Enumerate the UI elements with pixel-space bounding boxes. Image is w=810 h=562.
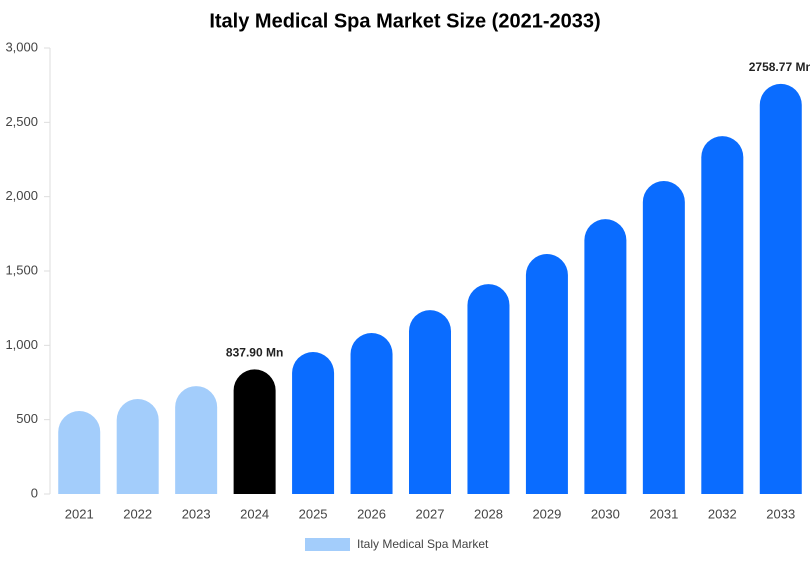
bar <box>467 284 510 494</box>
x-tick-label: 2026 <box>357 506 386 521</box>
bar <box>584 219 627 494</box>
y-tick-label: 500 <box>16 411 38 426</box>
bar <box>759 83 802 495</box>
x-tick-label: 2031 <box>649 506 678 521</box>
legend-label: Italy Medical Spa Market <box>357 537 489 551</box>
x-tick-label: 2024 <box>240 506 269 521</box>
bar <box>233 369 276 494</box>
y-tick-label: 2,000 <box>5 188 38 203</box>
bar <box>116 399 159 494</box>
value-label: 2758.77 Mn <box>749 60 810 74</box>
bar <box>701 136 744 494</box>
bar <box>292 352 335 494</box>
x-tick-label: 2029 <box>532 506 561 521</box>
bar <box>175 386 218 494</box>
y-tick-label: 3,000 <box>5 39 38 54</box>
value-label: 837.90 Mn <box>226 346 283 360</box>
bar <box>525 254 568 494</box>
x-tick-label: 2027 <box>416 506 445 521</box>
x-tick-label: 2022 <box>123 506 152 521</box>
bar <box>642 181 685 494</box>
x-tick-label: 2021 <box>65 506 94 521</box>
x-tick-label: 2030 <box>591 506 620 521</box>
bar <box>350 332 393 494</box>
y-tick-label: 2,500 <box>5 114 38 129</box>
x-tick-label: 2028 <box>474 506 503 521</box>
x-tick-label: 2032 <box>708 506 737 521</box>
y-tick-label: 1,000 <box>5 337 38 352</box>
y-tick-label: 1,500 <box>5 262 38 277</box>
y-tick-label: 0 <box>31 485 38 500</box>
bar <box>58 411 101 494</box>
x-tick-label: 2023 <box>182 506 211 521</box>
bar <box>409 310 451 494</box>
x-tick-label: 2033 <box>766 506 795 521</box>
x-tick-label: 2025 <box>299 506 328 521</box>
chart-title: Italy Medical Spa Market Size (2021-2033… <box>209 10 600 32</box>
legend-swatch <box>305 538 350 551</box>
